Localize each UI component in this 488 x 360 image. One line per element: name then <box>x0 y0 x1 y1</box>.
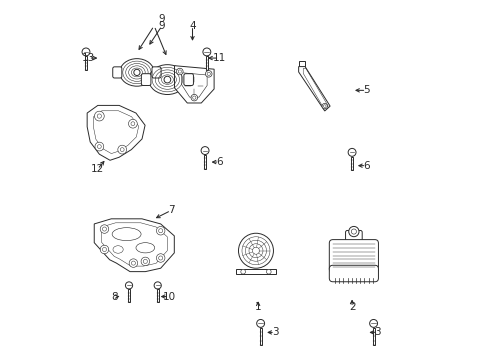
Text: 9: 9 <box>159 14 165 24</box>
Text: 2: 2 <box>348 302 355 312</box>
Circle shape <box>94 111 104 121</box>
Circle shape <box>141 257 149 266</box>
Circle shape <box>347 148 355 156</box>
Circle shape <box>128 119 137 128</box>
FancyBboxPatch shape <box>128 289 130 302</box>
Ellipse shape <box>148 65 185 95</box>
Circle shape <box>256 319 264 327</box>
Circle shape <box>154 282 161 289</box>
Ellipse shape <box>120 59 154 86</box>
Circle shape <box>240 269 245 274</box>
Circle shape <box>125 282 132 289</box>
Text: 3: 3 <box>271 327 278 337</box>
Circle shape <box>134 69 140 76</box>
FancyBboxPatch shape <box>259 328 261 345</box>
Circle shape <box>129 259 138 267</box>
Text: 3: 3 <box>373 327 380 337</box>
FancyBboxPatch shape <box>350 157 352 170</box>
Polygon shape <box>236 269 275 274</box>
FancyBboxPatch shape <box>372 328 374 345</box>
Circle shape <box>238 233 273 268</box>
Circle shape <box>191 94 197 101</box>
Polygon shape <box>174 66 214 103</box>
Text: 1: 1 <box>254 302 261 312</box>
Text: 6: 6 <box>216 157 222 167</box>
Text: 6: 6 <box>363 161 369 171</box>
FancyBboxPatch shape <box>113 67 122 78</box>
Polygon shape <box>94 219 174 272</box>
Circle shape <box>176 68 183 75</box>
Polygon shape <box>298 61 305 67</box>
Circle shape <box>156 226 164 235</box>
Circle shape <box>118 145 126 154</box>
FancyBboxPatch shape <box>141 74 151 85</box>
Circle shape <box>266 269 270 274</box>
FancyBboxPatch shape <box>85 56 87 70</box>
Text: 10: 10 <box>163 292 175 302</box>
Text: 12: 12 <box>91 164 104 174</box>
FancyBboxPatch shape <box>152 67 161 78</box>
Text: 8: 8 <box>111 292 118 302</box>
Polygon shape <box>298 67 329 111</box>
Polygon shape <box>87 105 145 160</box>
Text: 13: 13 <box>81 53 95 63</box>
Text: 5: 5 <box>363 85 369 95</box>
FancyBboxPatch shape <box>157 289 159 302</box>
Circle shape <box>369 319 377 327</box>
Circle shape <box>205 71 212 77</box>
Circle shape <box>348 226 358 237</box>
FancyBboxPatch shape <box>183 74 193 85</box>
FancyBboxPatch shape <box>203 155 206 168</box>
Circle shape <box>203 48 210 56</box>
FancyBboxPatch shape <box>345 230 362 246</box>
FancyBboxPatch shape <box>328 240 378 273</box>
Text: 4: 4 <box>189 21 195 31</box>
Circle shape <box>156 254 164 262</box>
FancyBboxPatch shape <box>205 56 207 70</box>
Circle shape <box>100 245 108 254</box>
Circle shape <box>95 142 103 151</box>
Circle shape <box>82 48 90 56</box>
Text: 7: 7 <box>167 206 174 216</box>
FancyBboxPatch shape <box>328 265 378 282</box>
Circle shape <box>201 147 208 154</box>
Circle shape <box>163 76 170 83</box>
Circle shape <box>100 225 108 233</box>
Text: 9: 9 <box>159 21 165 31</box>
Text: 11: 11 <box>212 53 225 63</box>
Circle shape <box>322 103 327 109</box>
